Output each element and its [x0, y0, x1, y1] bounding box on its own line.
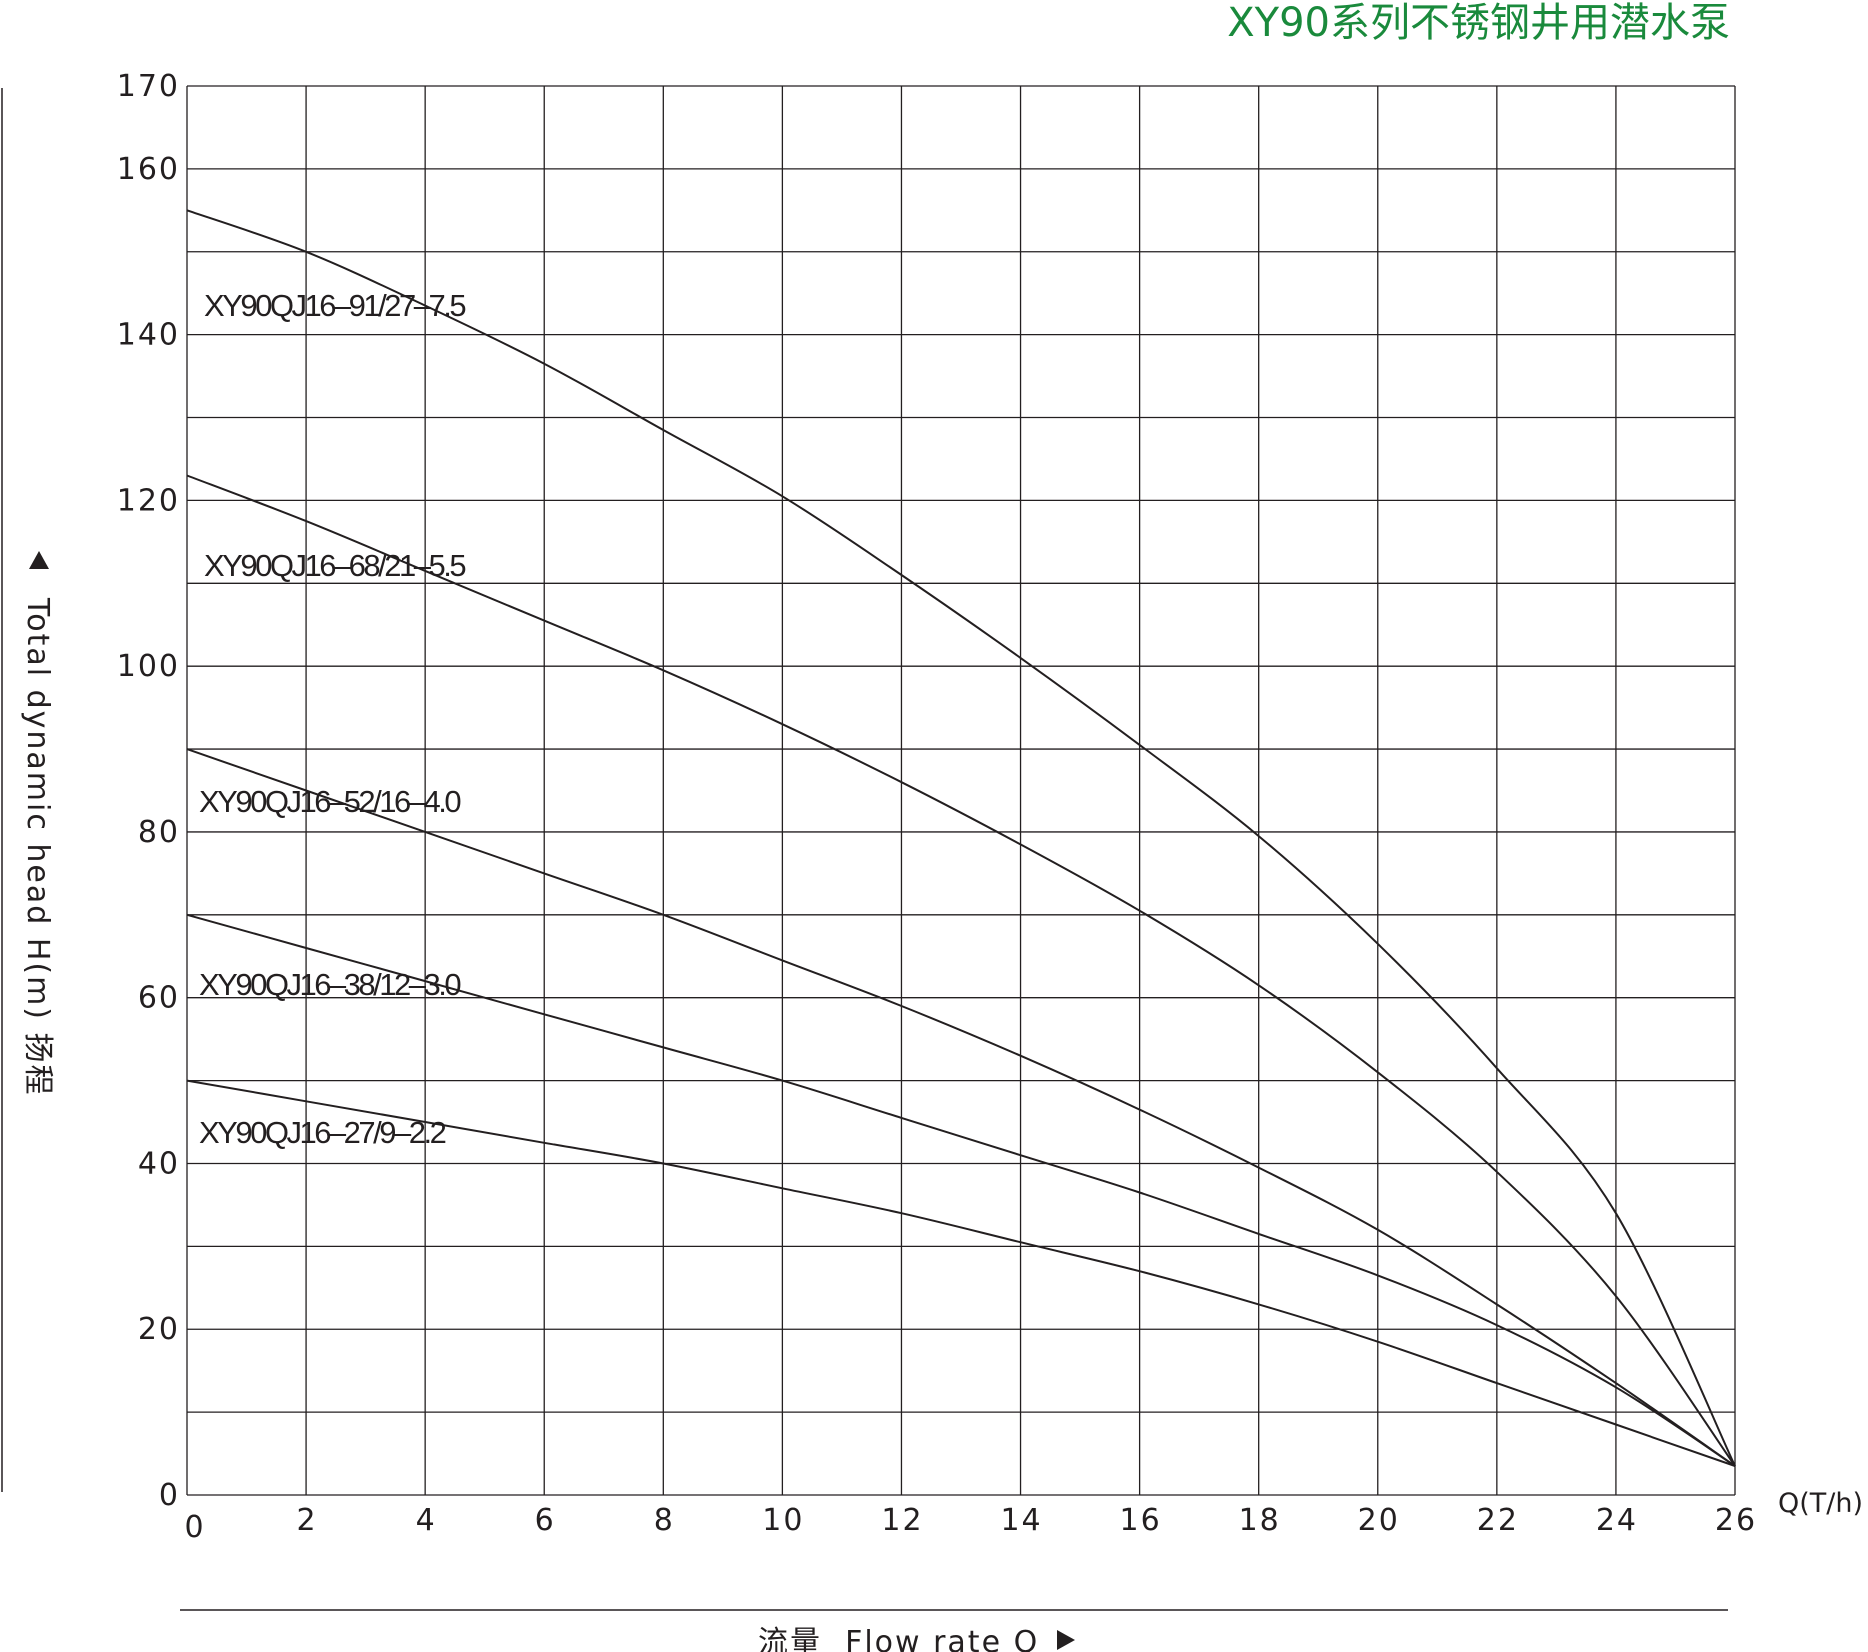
- chart-title: XY90系列不锈钢井用潜水泵: [1227, 0, 1730, 46]
- x-tick-label: 22: [1477, 1503, 1519, 1538]
- series-labels: XY90QJ16–91/27–7.5 XY90QJ16–68/21–5.5 XY90…: [199, 288, 468, 1150]
- y-axis-arrow-icon: [29, 551, 49, 569]
- x-tick-label: 26: [1715, 1503, 1757, 1538]
- y-axis-label: Total dynamic head H(m) 扬程: [20, 597, 55, 1097]
- x-axis-unit: Q(T/h): [1778, 1488, 1863, 1519]
- series-label: XY90QJ16–91/27–7.5: [204, 288, 465, 323]
- y-tick-label: 80: [138, 815, 180, 850]
- series-label: XY90QJ16–68/21–5.5: [204, 548, 465, 583]
- y-axis-ticks: 0 20 40 60 80 100 120 140 160 170: [117, 69, 180, 1513]
- x-tick-label: 20: [1358, 1503, 1400, 1538]
- x-tick-label: 14: [1000, 1503, 1042, 1538]
- grid: [186, 85, 1736, 1496]
- x-tick-label: 6: [535, 1503, 556, 1538]
- x-tick-label: 12: [881, 1503, 923, 1538]
- series-curves: [186, 209, 1736, 1467]
- series-label: XY90QJ16–52/16–4.0: [199, 784, 461, 819]
- x-tick-label: 24: [1596, 1503, 1638, 1538]
- series-label: XY90QJ16–38/12–3.0: [199, 967, 461, 1002]
- series-curve: [186, 1079, 1736, 1467]
- y-tick-label: 100: [117, 649, 180, 684]
- x-tick-label: 16: [1120, 1503, 1162, 1538]
- y-tick-label: 160: [117, 152, 180, 187]
- series-curve: [186, 913, 1736, 1467]
- y-tick-label: 170: [117, 69, 180, 104]
- y-tick-label: 0: [159, 1478, 180, 1513]
- x-tick-label: 18: [1239, 1503, 1281, 1538]
- x-axis-ticks: 0 2 4 6 8 10 12 14 16 18 20 22 24 26: [184, 1503, 1757, 1545]
- y-tick-label: 120: [117, 483, 180, 518]
- series-curve: [186, 209, 1736, 1467]
- series-curve: [186, 748, 1736, 1467]
- series-curve: [186, 474, 1736, 1467]
- series-label: XY90QJ16–27/9–2.2: [199, 1115, 446, 1150]
- x-axis-arrow-icon: [1057, 1630, 1075, 1650]
- y-tick-label: 40: [138, 1146, 180, 1181]
- y-tick-label: 60: [138, 981, 180, 1016]
- x-axis-label: 流量 Flow rate Q: [758, 1625, 1039, 1652]
- x-tick-label: 4: [416, 1503, 437, 1538]
- x-tick-label: 0: [184, 1510, 205, 1545]
- y-tick-label: 20: [138, 1312, 180, 1347]
- x-tick-label: 2: [297, 1503, 318, 1538]
- x-tick-label: 10: [762, 1503, 804, 1538]
- x-tick-label: 8: [654, 1503, 675, 1538]
- y-tick-label: 140: [117, 318, 180, 353]
